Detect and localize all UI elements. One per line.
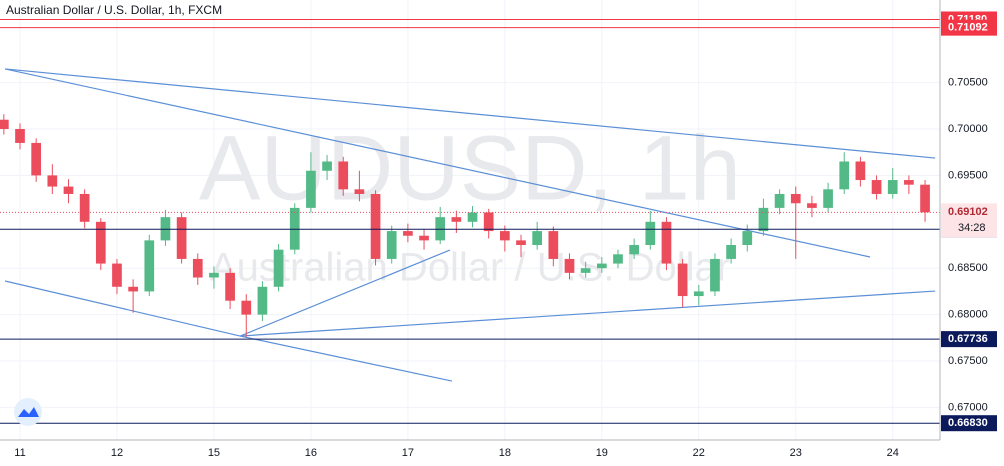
candle-body [79,193,90,222]
y-tick-label: 0.70500 [948,77,988,89]
x-tick-label: 22 [693,447,705,459]
x-tick-label: 15 [208,447,220,459]
candle-body [904,180,914,185]
candle-body [192,258,203,278]
candle-body [225,272,235,301]
candle-body [209,272,219,278]
level-label: 0.67736 [948,333,988,345]
candle-body [31,142,42,176]
candle-body [322,161,332,171]
y-tick-label: 0.67500 [948,355,988,367]
candle-body [95,221,106,264]
candle-body [273,249,284,287]
axes: 0.67000 0.67500 0.68000 0.68500 0.69500 0.700… [14,11,997,459]
candle-body [0,119,9,130]
candle-body [613,254,623,264]
candle-body [661,221,672,264]
level-label: 0.66830 [948,417,988,429]
candle-body [887,180,898,194]
x-tick-label: 11 [14,447,25,459]
candle-body [354,189,365,194]
candle-body [63,186,74,194]
level-label: 0.71092 [948,22,988,34]
candle-body [774,193,785,208]
candle-body [710,258,720,292]
trendline [239,249,451,337]
plot [0,18,940,424]
x-tick-label: 23 [790,447,802,459]
candle-body [144,240,155,292]
candle-body [645,221,656,246]
watermark: AUDUSD, 1h [199,117,741,219]
candle-body [871,180,882,194]
trendline [4,280,241,337]
x-tick-label: 12 [111,447,123,459]
candle-body [758,207,769,232]
candle-body [920,184,930,213]
candle-body [693,291,704,297]
y-tick-label: 0.67000 [948,401,988,413]
x-tick-label: 18 [499,447,511,459]
candle-body [823,189,833,208]
candle-body [742,231,753,246]
y-tick-label: 0.69500 [948,169,988,181]
y-tick-label: 0.68500 [948,262,988,274]
candle-body [241,300,252,315]
trendline [4,68,936,159]
candle-body [839,161,850,190]
trendline [240,290,936,337]
chart-title: Australian Dollar / U.S. Dollar, 1h, FXC… [6,3,222,17]
candle-body [403,231,413,236]
y-tick-label: 0.68000 [948,309,988,321]
x-tick-label: 17 [402,447,414,459]
watermark-subtitle: Australian Dollar / U.S. Dollar [210,246,730,290]
level-label-bg [941,19,997,36]
x-tick-label: 19 [596,447,608,459]
last-price-label: 0.69102 [948,206,988,218]
level-label-bg [941,415,997,432]
candle-body [564,258,575,273]
candle-body [483,212,494,232]
last-price-bg [941,203,997,238]
candle-body [15,129,25,143]
candle-body [112,263,122,287]
candle-body [855,161,866,181]
trendline [4,68,871,258]
candle-body [516,240,526,246]
level-label-bg [941,331,997,348]
candle-body [548,231,559,259]
candle-body [257,286,268,315]
candle-body [807,203,817,208]
candle-body [580,268,591,273]
candle-body [386,231,397,259]
candle-body [176,217,187,259]
candle-body [47,175,58,187]
candle-body [629,245,639,255]
logo [14,398,42,426]
candle-body [306,170,316,208]
candle-body [370,193,381,259]
y-tick-label: 0.70000 [948,123,988,135]
candle-body [677,263,688,297]
candle-body [419,235,429,241]
candle-body [338,161,349,190]
x-tick-label: 24 [887,447,899,459]
candle-body [790,193,801,204]
candle-body [500,231,510,241]
candle-body [726,245,736,259]
candle-body [451,217,462,222]
candle-body [467,212,478,222]
countdown: 34:28 [958,222,986,234]
trendline [240,335,453,382]
candle-body [532,231,543,246]
candle-body [596,263,607,269]
x-tick-label: 16 [305,447,317,459]
candle-body [128,286,138,292]
